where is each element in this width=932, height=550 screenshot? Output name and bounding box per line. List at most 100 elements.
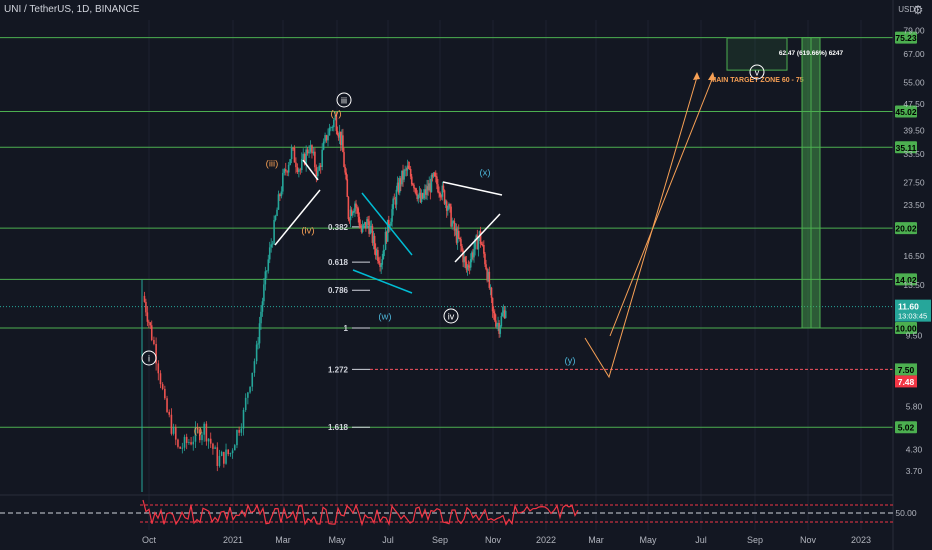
current-price-badge bbox=[895, 299, 931, 322]
currency-label: USDT bbox=[898, 5, 920, 14]
candle-body bbox=[289, 159, 291, 165]
candle-body bbox=[357, 208, 360, 217]
projection-path bbox=[609, 76, 714, 337]
candle-body bbox=[353, 210, 355, 213]
candle-body bbox=[453, 221, 456, 231]
candle-body bbox=[355, 203, 357, 208]
candle-body bbox=[477, 238, 480, 250]
candle-body bbox=[440, 196, 443, 198]
level-badge bbox=[895, 222, 917, 235]
candle-body bbox=[431, 175, 434, 177]
candle-body bbox=[157, 363, 160, 374]
time-tick-label: Sep bbox=[747, 535, 763, 545]
candle-body bbox=[225, 449, 227, 464]
candle-body bbox=[293, 147, 296, 163]
price-tick-label: 39.50 bbox=[903, 125, 925, 135]
candle-body bbox=[472, 252, 474, 258]
candle-body bbox=[369, 226, 372, 234]
candle-body bbox=[409, 169, 412, 177]
candle-body bbox=[300, 159, 303, 171]
candle-body bbox=[264, 271, 267, 285]
candle-body bbox=[282, 172, 284, 192]
candle-body bbox=[371, 225, 374, 243]
wave-labels: i (i) (iii) (iv) (v)iii (w) iv (x) (y) v bbox=[141, 64, 765, 437]
candle-body bbox=[490, 287, 493, 298]
candle-body bbox=[382, 250, 385, 260]
candle-body bbox=[496, 324, 498, 327]
candle-body bbox=[365, 222, 367, 229]
candle-body bbox=[143, 295, 146, 302]
candle-body bbox=[249, 386, 251, 393]
candle-body bbox=[207, 438, 210, 442]
level-badge bbox=[895, 273, 917, 286]
price-tick-label: 27.50 bbox=[903, 177, 925, 187]
candle-body bbox=[410, 176, 413, 185]
candle-body bbox=[344, 166, 346, 173]
candle-body bbox=[469, 259, 472, 268]
candle-body bbox=[503, 310, 506, 318]
gear-icon[interactable]: ⚙ bbox=[912, 3, 924, 17]
trendline bbox=[302, 159, 319, 181]
candle-body bbox=[475, 235, 478, 239]
time-tick-label: 2022 bbox=[536, 535, 556, 545]
candle-body bbox=[471, 252, 473, 260]
candle-body bbox=[417, 194, 420, 200]
candle-body bbox=[430, 175, 433, 193]
candle-body bbox=[299, 169, 302, 171]
candle-body bbox=[402, 170, 404, 180]
time-tick-label: 2023 bbox=[851, 535, 871, 545]
wave-label: (i) bbox=[194, 426, 202, 437]
candle-body bbox=[185, 436, 188, 444]
candle-body bbox=[468, 267, 471, 268]
candle-body bbox=[199, 429, 201, 441]
price-tick-label: 3.70 bbox=[906, 466, 923, 476]
time-tick-label: Jul bbox=[382, 535, 394, 545]
price-tick-label: 47.50 bbox=[903, 99, 925, 109]
candle-body bbox=[170, 414, 173, 434]
candle-body bbox=[343, 152, 345, 167]
candle-body bbox=[341, 135, 343, 145]
fib-label: 1 bbox=[344, 324, 349, 333]
candle-body bbox=[280, 191, 283, 197]
candle-body bbox=[486, 269, 488, 281]
candle-body bbox=[383, 249, 386, 251]
candle-body bbox=[406, 165, 409, 171]
candle-body bbox=[308, 151, 310, 154]
time-tick-label: Mar bbox=[588, 535, 604, 545]
time-axis: Oct 2021 Mar May Jul Sep Nov 2022 Mar May Jul Sep No… bbox=[142, 535, 871, 545]
candle-body bbox=[485, 264, 487, 270]
candle-body bbox=[403, 170, 405, 180]
candle-body bbox=[247, 392, 249, 398]
candle-body bbox=[271, 243, 274, 245]
candle-body bbox=[420, 193, 423, 202]
level-badge-label: 14.02 bbox=[895, 275, 917, 285]
candle-body bbox=[392, 198, 394, 210]
candle-body bbox=[145, 301, 147, 313]
candle-body bbox=[381, 259, 384, 265]
candle-body bbox=[325, 135, 328, 141]
candle-body bbox=[432, 172, 435, 177]
candle-body bbox=[462, 250, 464, 263]
candle-body bbox=[439, 192, 441, 197]
wave-label: (iii) bbox=[266, 159, 279, 170]
price-tick-label: 55.00 bbox=[903, 78, 925, 88]
candle-body bbox=[150, 325, 153, 341]
current-price-label: 11.60 bbox=[898, 302, 919, 312]
candle-body bbox=[212, 443, 214, 449]
candle-body bbox=[444, 201, 447, 204]
candle-body bbox=[495, 320, 497, 327]
target-zone-label: MAIN TARGET ZONE 60 - 75 bbox=[710, 77, 803, 84]
candle-body bbox=[359, 225, 362, 228]
candle-body bbox=[418, 192, 421, 195]
candle-body bbox=[422, 193, 425, 199]
level-badge bbox=[895, 31, 917, 44]
candle-body bbox=[257, 343, 259, 345]
candle-body bbox=[312, 151, 315, 154]
candle-body bbox=[447, 208, 449, 211]
candle-body bbox=[348, 218, 351, 221]
candle-body bbox=[174, 427, 177, 440]
price-tick-label: 5.80 bbox=[906, 401, 923, 411]
candle-body bbox=[350, 209, 353, 216]
candle-body bbox=[346, 179, 349, 197]
